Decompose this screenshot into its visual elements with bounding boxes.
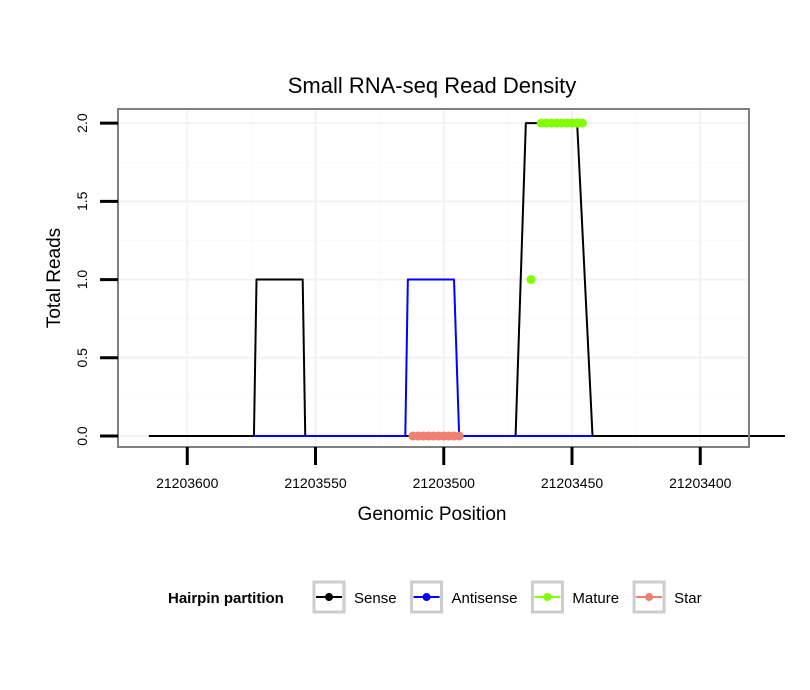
data-point-mature-0 xyxy=(526,275,536,285)
series-line-antisense xyxy=(253,278,593,438)
legend-label-antisense: Antisense xyxy=(452,590,518,607)
legend-title: Hairpin partition xyxy=(168,590,284,607)
legend-key-point-star xyxy=(645,593,654,601)
y-tick-label: 2.0 xyxy=(74,113,90,133)
legend-label-star: Star xyxy=(674,590,702,607)
legend-key-point-mature xyxy=(543,593,552,601)
legend-label-sense: Sense xyxy=(354,590,397,607)
data-point-mature-9 xyxy=(577,118,587,128)
x-tick-label: 21203550 xyxy=(284,475,347,491)
y-tick-label: 1.5 xyxy=(74,191,90,211)
legend-label-mature: Mature xyxy=(572,590,619,607)
series-layer xyxy=(148,118,785,441)
legend-key-point-antisense xyxy=(422,593,431,601)
series-line-sense xyxy=(148,122,785,438)
legend-key-point-sense xyxy=(325,593,333,601)
x-tick-label: 21203400 xyxy=(669,475,732,491)
chart-title: Small RNA-seq Read Density xyxy=(288,73,577,98)
x-tick-label: 21203600 xyxy=(156,475,219,491)
y-tick-label: 1.0 xyxy=(74,270,90,290)
x-axis-title: Genomic Position xyxy=(358,504,507,525)
plot-panel-border xyxy=(117,108,750,448)
x-tick-label: 21203500 xyxy=(413,475,476,491)
y-tick-label: 0.5 xyxy=(74,348,90,368)
y-axis-title: Total Reads xyxy=(44,228,65,328)
x-axis: 21203600 21203550 21203500 21203450 21203400 xyxy=(156,447,732,491)
y-tick-label: 0.0 xyxy=(74,426,90,446)
y-axis: 0.0 0.5 1.0 1.5 2.0 xyxy=(74,113,118,446)
legend: Sense Antisense Mature Star xyxy=(312,580,702,614)
x-tick-label: 21203450 xyxy=(541,475,604,491)
data-point-star-9 xyxy=(454,431,464,441)
